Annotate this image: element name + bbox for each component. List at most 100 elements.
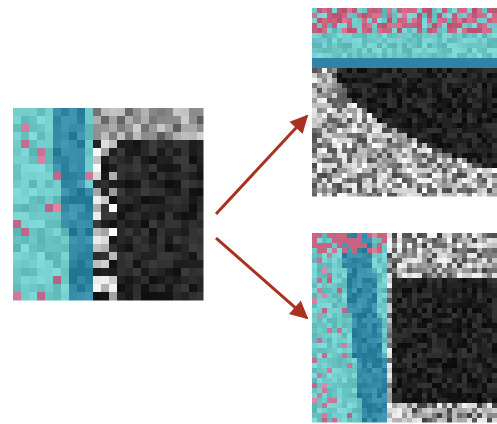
pixel [352, 108, 358, 114]
pixel [342, 173, 348, 179]
pixel [85, 108, 94, 117]
pixel [322, 358, 328, 364]
pixel [442, 368, 448, 374]
pixel [447, 358, 453, 364]
pixel [457, 233, 463, 239]
pixel [357, 158, 363, 164]
pixel [437, 328, 443, 334]
pixel [362, 248, 368, 254]
pixel [482, 278, 488, 284]
pixel [157, 156, 166, 165]
pixel [407, 383, 413, 389]
pixel [337, 43, 343, 49]
pixel [317, 128, 323, 134]
pixel [427, 263, 433, 269]
pixel [447, 93, 453, 99]
pixel [467, 368, 473, 374]
pixel [352, 148, 358, 154]
pixel [77, 124, 86, 133]
pixel [492, 38, 497, 44]
pixel [487, 253, 493, 259]
pixel [492, 383, 497, 389]
pixel [357, 183, 363, 189]
pixel [442, 393, 448, 399]
pixel [477, 28, 483, 34]
pixel [472, 73, 478, 79]
pixel [452, 408, 458, 414]
pixel [422, 73, 428, 79]
pixel [165, 276, 174, 285]
pixel [327, 168, 333, 174]
pixel [442, 68, 448, 74]
pixel [342, 383, 348, 389]
pixel [77, 164, 86, 173]
pixel [442, 188, 448, 194]
pixel [117, 196, 126, 205]
pixel [189, 204, 198, 213]
pixel [322, 188, 328, 194]
pixel [342, 178, 348, 184]
pixel [462, 353, 468, 359]
pixel [312, 183, 318, 189]
pixel [357, 163, 363, 169]
pixel [372, 373, 378, 379]
pixel [492, 178, 497, 184]
pixel [447, 248, 453, 254]
pixel [392, 293, 398, 299]
pixel [467, 173, 473, 179]
pixel [487, 188, 493, 194]
pixel [165, 124, 174, 133]
pixel [93, 140, 102, 149]
pixel [422, 113, 428, 119]
pixel [377, 393, 383, 399]
pixel [165, 292, 174, 301]
pixel [387, 233, 393, 239]
pixel [482, 153, 488, 159]
pixel [149, 284, 158, 293]
pixel [109, 156, 118, 165]
pixel [357, 138, 363, 144]
pixel [382, 263, 388, 269]
pixel [382, 143, 388, 149]
pixel [412, 383, 418, 389]
pixel [377, 268, 383, 274]
pixel [352, 283, 358, 289]
pixel [181, 268, 190, 277]
pixel [29, 276, 38, 285]
pixel [342, 323, 348, 329]
pixel [427, 13, 433, 19]
pixel [387, 183, 393, 189]
pixel [69, 220, 78, 229]
pixel [317, 83, 323, 89]
pixel [327, 258, 333, 264]
pixel [442, 308, 448, 314]
pixel [382, 68, 388, 74]
pixel [347, 43, 353, 49]
pixel [392, 328, 398, 334]
pixel [402, 358, 408, 364]
pixel [77, 292, 86, 301]
pixel [13, 284, 22, 293]
pixel [452, 323, 458, 329]
pixel [442, 258, 448, 264]
pixel [372, 413, 378, 419]
pixel [457, 278, 463, 284]
pixel [117, 148, 126, 157]
pixel [427, 98, 433, 104]
pixel [77, 228, 86, 237]
pixel [312, 268, 318, 274]
pixel [452, 378, 458, 384]
pixel [312, 413, 318, 419]
pixel [317, 413, 323, 419]
pixel [157, 220, 166, 229]
pixel [77, 108, 86, 117]
pixel [392, 368, 398, 374]
pixel [387, 353, 393, 359]
pixel [492, 293, 497, 299]
pixel [472, 283, 478, 289]
pixel [437, 113, 443, 119]
pixel [61, 244, 70, 253]
pixel [482, 368, 488, 374]
pixel [457, 358, 463, 364]
pixel [322, 173, 328, 179]
